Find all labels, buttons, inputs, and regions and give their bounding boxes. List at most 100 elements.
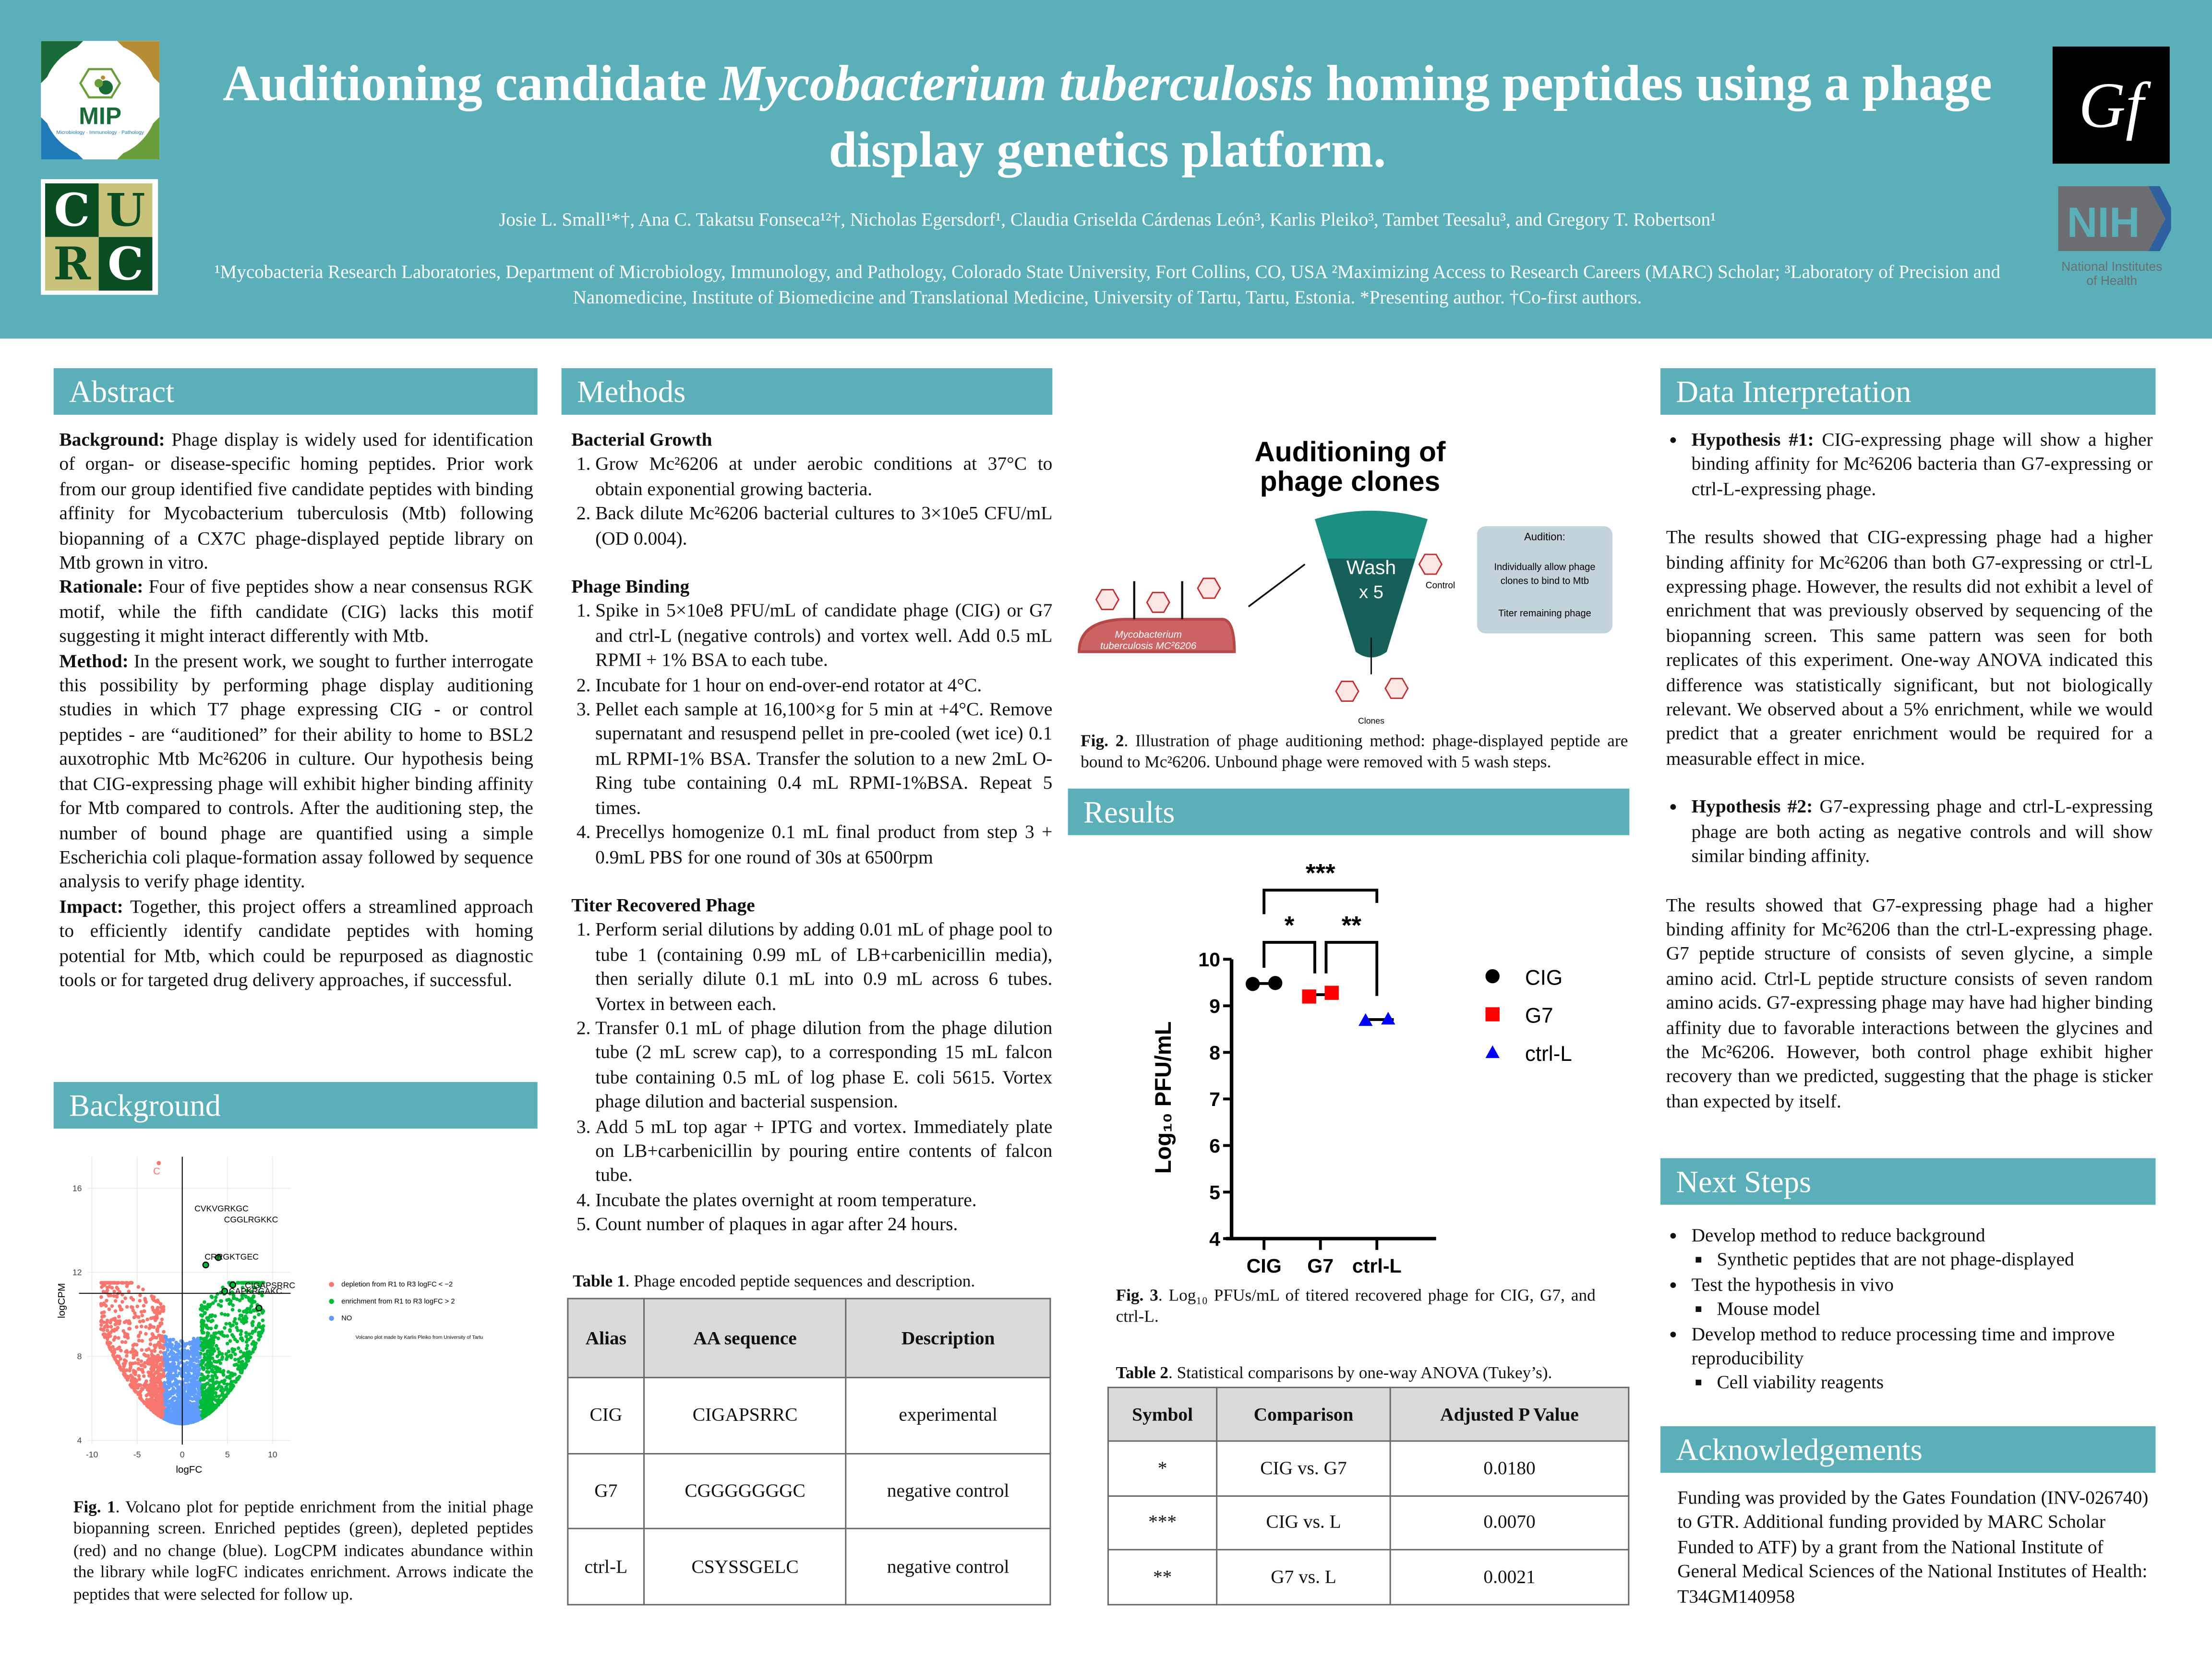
volcano-point: [99, 1318, 104, 1322]
wash-label: Wash: [1346, 556, 1396, 578]
volcano-point: [224, 1322, 228, 1326]
volcano-point: [112, 1294, 116, 1298]
volcano-point: [261, 1328, 264, 1332]
volcano-point: [190, 1374, 194, 1378]
volcano-point: [245, 1337, 250, 1342]
volcano-point: [243, 1362, 248, 1366]
volcano-point: [139, 1368, 144, 1372]
volcano-point: [147, 1370, 151, 1375]
volcano-point: [170, 1366, 174, 1370]
volcano-point: [115, 1361, 119, 1365]
audition-line-3: Titer remaining phage: [1498, 608, 1591, 619]
volcano-point: [206, 1409, 210, 1413]
volcano-point: [238, 1313, 242, 1317]
volcano-point: [226, 1370, 230, 1374]
table-2: Symbol Comparison Adjusted P Value * CIG vs.…: [1107, 1386, 1630, 1606]
volcano-point: [236, 1377, 240, 1381]
volcano-point: [217, 1330, 221, 1334]
volcano-point: [123, 1361, 127, 1365]
y-tick-label: 16: [72, 1183, 82, 1193]
volcano-point: [146, 1405, 151, 1409]
volcano-point: [100, 1285, 104, 1289]
volcano-point: [201, 1348, 205, 1352]
volcano-point: [234, 1322, 239, 1326]
volcano-point: [187, 1383, 191, 1387]
volcano-point: [105, 1298, 108, 1303]
volcano-point: [199, 1344, 203, 1348]
volcano-point: [249, 1289, 253, 1294]
volcano-point: [136, 1382, 141, 1387]
table-row: * CIG vs. G7 0.0180: [1107, 1440, 1630, 1497]
legend-label: NO: [341, 1315, 352, 1322]
volcano-point: [204, 1323, 208, 1328]
y-tick-label: 9: [1209, 995, 1220, 1017]
volcano-point: [207, 1386, 211, 1391]
table2-text: . Statistical comparisons by one-way ANO…: [1168, 1362, 1552, 1383]
volcano-point: [158, 1395, 162, 1400]
plot-credit: Volcano plot made by Karlis Pleiko from …: [356, 1335, 483, 1340]
table-1: Alias AA sequence Description CIG CIGAPSRRC e…: [567, 1298, 1051, 1606]
volcano-point: [115, 1322, 119, 1325]
volcano-point: [224, 1394, 228, 1398]
highlighted-point: [221, 1287, 228, 1295]
volcano-point: [205, 1403, 210, 1407]
volcano-point: [214, 1391, 218, 1395]
volcano-point: [200, 1359, 204, 1363]
volcano-point: [198, 1367, 202, 1371]
volcano-point: [224, 1352, 228, 1356]
volcano-point: [165, 1338, 169, 1342]
significance-label: **: [1342, 911, 1362, 939]
volcano-point: [193, 1345, 198, 1348]
volcano-point: [118, 1290, 122, 1294]
volcano-point: [241, 1310, 246, 1314]
next-step-item: Test the hypothesis in vivoMouse model: [1692, 1272, 2153, 1321]
volcano-point: [198, 1355, 202, 1359]
volcano-point: [163, 1343, 168, 1347]
volcano-point: [149, 1399, 153, 1403]
volcano-point: [166, 1380, 170, 1383]
volcano-point: [258, 1334, 262, 1339]
volcano-point: [142, 1352, 146, 1357]
volcano-point: [240, 1286, 245, 1290]
volcano-point: [244, 1295, 248, 1299]
volcano-point: [135, 1304, 139, 1309]
volcano-point: [142, 1309, 146, 1313]
volcano-point: [228, 1328, 232, 1332]
significance-bracket: [1324, 941, 1379, 996]
volcano-point: [199, 1313, 203, 1317]
volcano-point: [175, 1355, 179, 1359]
volcano-point: [177, 1342, 181, 1346]
volcano-point: [119, 1348, 123, 1353]
x-axis-label: logFC: [176, 1464, 202, 1475]
volcano-point: [185, 1399, 190, 1403]
next-steps-body: Develop method to reduce backgroundSynth…: [1666, 1223, 2153, 1395]
wash-times-label: x 5: [1359, 582, 1383, 602]
volcano-point: [191, 1406, 195, 1410]
volcano-point: [154, 1402, 158, 1406]
poster-header: MIP Microbiology · Immunology · Patholog…: [0, 0, 2212, 339]
next-step-subitem: Cell viability reagents: [1717, 1370, 2152, 1395]
volcano-point: [149, 1372, 154, 1376]
y-tick-label: 8: [1209, 1042, 1220, 1064]
volcano-point: [99, 1327, 103, 1331]
volcano-point: [232, 1379, 237, 1383]
next-step-text: Develop method to reduce processing time…: [1691, 1322, 2115, 1369]
volcano-point: [215, 1403, 219, 1407]
methods-step: Precellys homogenize 0.1 mL final produc…: [595, 820, 1052, 869]
methods-subheading: Titer Recovered Phage: [571, 894, 755, 915]
volcano-point: [136, 1358, 140, 1362]
volcano-point: [144, 1325, 148, 1329]
volcano-point: [233, 1352, 237, 1357]
volcano-point: [225, 1355, 229, 1359]
volcano-point: [230, 1374, 234, 1378]
abstract-text: Four of five peptides show a near consen…: [59, 576, 533, 647]
volcano-point: [150, 1353, 154, 1357]
volcano-point: [166, 1358, 170, 1362]
audition-line-1: Individually allow phage: [1494, 562, 1596, 572]
volcano-point: [116, 1326, 120, 1330]
volcano-point: [206, 1326, 210, 1330]
volcano-point: [231, 1293, 236, 1298]
volcano-point: [232, 1363, 237, 1367]
volcano-point: [183, 1367, 187, 1371]
mip-logo-text: MIP: [79, 103, 121, 130]
